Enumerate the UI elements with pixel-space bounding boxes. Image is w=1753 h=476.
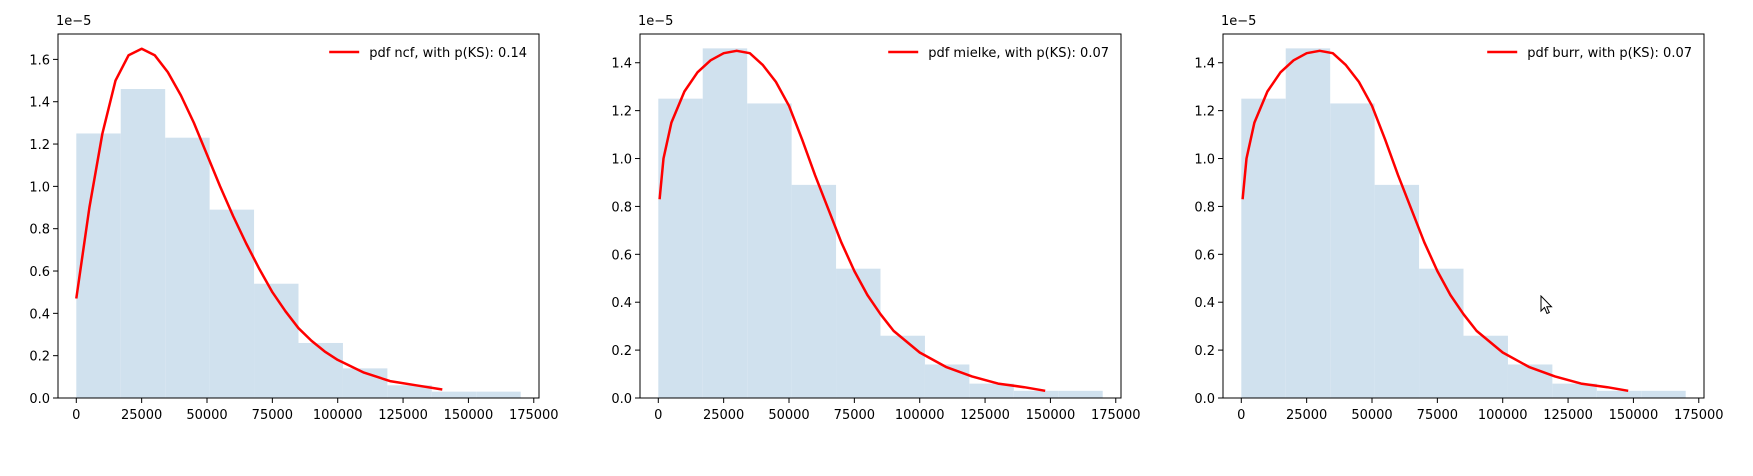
histogram-bar <box>1507 364 1553 398</box>
pdf-line <box>75 47 443 391</box>
y-tick-label: 0.4 <box>29 307 50 322</box>
plot-frame <box>639 33 1122 399</box>
y-tick-label: 1.4 <box>611 57 632 72</box>
x-tick-label: 75000 <box>252 408 293 423</box>
y-tick-label: 0.8 <box>1194 200 1215 215</box>
y-tick-label: 0.0 <box>611 392 632 407</box>
histogram-bar <box>1241 98 1286 398</box>
mouse-pointer-icon <box>1540 295 1553 315</box>
histogram-bar <box>1641 390 1686 398</box>
y-tick-label: 0.8 <box>29 223 50 238</box>
x-tick-label: 125000 <box>378 408 428 423</box>
y-tick-label: 0.6 <box>29 265 50 280</box>
chart-panel-1: 0 25000 50000 75000 100000 125000 150000 175000… <box>29 14 558 423</box>
x-tick-label: 100000 <box>1478 408 1528 423</box>
y-tick-label: 0.8 <box>611 200 632 215</box>
y-tick-label: 1.4 <box>1194 57 1215 72</box>
y-tick-label: 1.0 <box>29 180 50 195</box>
y-tick-label: 1.2 <box>1194 105 1215 120</box>
x-tick-label: 0 <box>1237 408 1245 423</box>
y-tick-label: 1.0 <box>611 153 632 168</box>
x-tick-label: 25000 <box>121 408 162 423</box>
x-tick-label: 100000 <box>313 408 363 423</box>
chart-panel-2: 0 25000 50000 75000 100000 125000 150000 175000… <box>611 14 1140 423</box>
histogram-bar <box>1330 103 1375 399</box>
x-tick-label: 175000 <box>1674 408 1724 423</box>
histogram-bar <box>476 391 521 398</box>
histogram-bar <box>387 385 432 398</box>
y-tick-label: 0.2 <box>1194 344 1215 359</box>
histogram-bar <box>209 209 255 398</box>
histogram-bar <box>658 98 703 398</box>
histogram-bar <box>836 268 881 398</box>
legend-label: pdf burr, with p(KS): 0.07 <box>1527 46 1692 61</box>
x-tick-label: 100000 <box>895 408 945 423</box>
x-tick-label: 25000 <box>703 408 744 423</box>
x-tick-label: 50000 <box>768 408 809 423</box>
y-tick-label: 0.6 <box>1194 248 1215 263</box>
pdf-line <box>1241 49 1629 393</box>
histogram-bar <box>1419 268 1464 398</box>
histogram-bar <box>1058 390 1103 398</box>
histogram-bar <box>969 383 1014 398</box>
histogram-bar <box>76 133 121 398</box>
histogram-bar <box>1552 383 1597 398</box>
y-tick-label: 1.0 <box>1194 153 1215 168</box>
x-tick-label: 150000 <box>1609 408 1659 423</box>
x-tick-label: 50000 <box>1351 408 1392 423</box>
histogram-bar <box>924 364 970 398</box>
y-tick-label: 0.0 <box>29 392 50 407</box>
y-tick-label: 0.4 <box>1194 296 1215 311</box>
plot-frame <box>57 33 540 399</box>
y-tick-label: 0.2 <box>29 350 50 365</box>
x-tick-label: 150000 <box>1026 408 1076 423</box>
y-tick-label: 0.6 <box>611 248 632 263</box>
histogram-bar <box>1463 335 1508 398</box>
y-offset-label: 1e−5 <box>1221 14 1256 29</box>
legend-label: pdf mielke, with p(KS): 0.07 <box>928 46 1109 61</box>
x-tick-label: 75000 <box>834 408 875 423</box>
x-tick-label: 50000 <box>186 408 227 423</box>
y-tick-label: 0.0 <box>1194 392 1215 407</box>
legend-label: pdf ncf, with p(KS): 0.14 <box>369 46 527 61</box>
x-tick-label: 175000 <box>1091 408 1141 423</box>
histogram-bar <box>880 335 925 398</box>
x-tick-label: 25000 <box>1286 408 1327 423</box>
histogram-bar <box>1285 48 1331 399</box>
histogram-bar <box>165 137 210 398</box>
chart-panel-3: 0 25000 50000 75000 100000 125000 150000 175000… <box>1194 14 1723 423</box>
y-tick-label: 1.4 <box>29 96 50 111</box>
histogram-bar <box>791 184 837 398</box>
histogram-bar <box>298 342 343 398</box>
x-tick-label: 75000 <box>1417 408 1458 423</box>
y-tick-label: 1.2 <box>611 105 632 120</box>
y-tick-label: 0.2 <box>611 344 632 359</box>
histogram-bar <box>120 89 166 398</box>
histogram-bar <box>702 48 748 399</box>
y-tick-label: 1.6 <box>29 53 50 68</box>
x-tick-label: 175000 <box>509 408 559 423</box>
x-tick-label: 125000 <box>1543 408 1593 423</box>
x-tick-label: 0 <box>72 408 80 423</box>
histogram-bar <box>1013 390 1059 398</box>
histogram-bar <box>747 103 792 399</box>
x-tick-label: 0 <box>654 408 662 423</box>
histogram-bar <box>431 391 477 398</box>
plot-frame <box>1222 33 1705 399</box>
histogram-bar <box>254 283 299 398</box>
x-tick-label: 125000 <box>960 408 1010 423</box>
x-tick-label: 150000 <box>444 408 494 423</box>
histogram-bar <box>1374 184 1420 398</box>
y-offset-label: 1e−5 <box>638 14 673 29</box>
y-offset-label: 1e−5 <box>56 14 91 29</box>
histogram-bar <box>1596 390 1642 398</box>
pdf-line <box>658 49 1046 393</box>
y-tick-label: 1.2 <box>29 138 50 153</box>
y-tick-label: 0.4 <box>611 296 632 311</box>
